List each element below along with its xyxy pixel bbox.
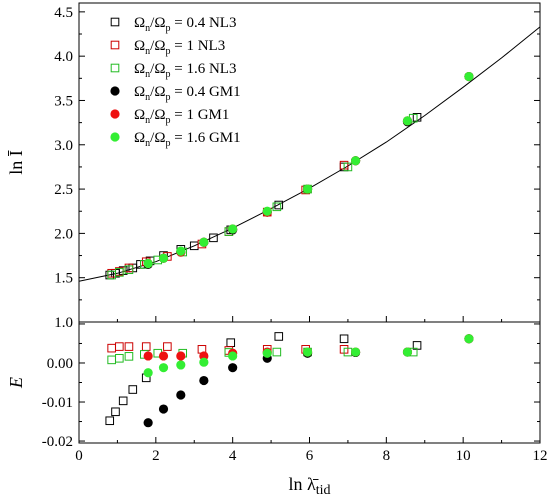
legend-entry: Ωn/Ωp = 0.4 GM1 — [134, 84, 241, 103]
legend-marker — [110, 86, 120, 96]
x-tick-label: 10 — [456, 448, 471, 464]
data-point — [107, 355, 116, 365]
legend: Ωn/Ωp = 0.4 NL3 Ωn/Ωp = 1 NL3 Ωn/Ωp = 1.6 … — [110, 15, 241, 149]
x-tick-label: 12 — [533, 448, 548, 464]
data-point — [199, 357, 209, 367]
data-point — [105, 416, 115, 426]
x-tick-label: 6 — [306, 448, 314, 464]
top-y-axis-label: ln Ī — [6, 150, 26, 175]
data-point — [199, 375, 209, 386]
data-point — [402, 347, 413, 357]
y-tick-label: 1.0 — [54, 315, 73, 331]
data-point — [343, 162, 353, 172]
data-point — [143, 258, 153, 269]
data-point — [143, 351, 153, 361]
data-point — [115, 268, 124, 277]
data-point — [115, 354, 124, 363]
data-point — [158, 253, 169, 263]
data-point — [176, 360, 186, 370]
data-point — [143, 368, 153, 378]
legend-marker — [110, 17, 120, 27]
data-point — [228, 224, 238, 234]
data-point — [118, 396, 128, 406]
data-point — [339, 334, 349, 344]
legend-marker — [110, 40, 120, 50]
bottom-y-axis-label: E — [6, 377, 26, 389]
data-point — [176, 351, 186, 361]
x-axis-label: ln λ̄tid — [288, 474, 330, 498]
top-panel-points — [78, 26, 541, 282]
y-tick-label: 0.00 — [47, 356, 73, 372]
y-tick-label: 1.5 — [54, 271, 73, 287]
fit-curve — [78, 26, 541, 282]
data-point — [272, 202, 282, 212]
data-point — [111, 407, 120, 417]
x-tick-label: 8 — [383, 448, 391, 464]
y-tick-label: 3.5 — [54, 93, 73, 109]
legend-entry: Ωn/Ωp = 1.6 NL3 — [134, 61, 236, 80]
legend-entry: Ωn/Ωp = 1.6 GM1 — [134, 130, 241, 149]
legend-entry: Ωn/Ωp = 0.4 NL3 — [134, 15, 236, 34]
data-point — [402, 116, 413, 126]
data-point — [464, 334, 474, 344]
data-point — [464, 71, 474, 82]
data-point — [163, 342, 172, 351]
data-point — [128, 385, 138, 394]
data-point — [124, 352, 134, 361]
data-point — [199, 237, 209, 247]
data-point — [262, 206, 272, 216]
axes: 0 2 4 6 8 10 12 1.0 1.5 2.0 2.5 3.0 3.5 4.0 4.5 -0.02 -0… — [6, 2, 548, 498]
y-tick-label: 2.0 — [54, 226, 73, 242]
x-tick-label: 2 — [152, 448, 160, 464]
legend-marker — [110, 109, 120, 119]
data-point — [351, 347, 361, 357]
x-tick-label: 4 — [229, 448, 237, 464]
y-tick-label: -0.01 — [42, 395, 73, 411]
legend-marker — [110, 63, 120, 73]
data-point — [228, 351, 238, 361]
data-point — [107, 343, 116, 353]
data-point — [158, 404, 169, 414]
bottom-panel-points — [105, 332, 474, 428]
legend-entry: Ωn/Ωp = 1 NL3 — [134, 38, 225, 57]
data-point — [209, 233, 218, 243]
data-point — [262, 348, 272, 358]
data-point — [274, 200, 284, 210]
y-tick-label: 4.0 — [54, 49, 73, 65]
data-point — [176, 390, 186, 400]
data-point — [143, 418, 153, 428]
data-point — [302, 347, 313, 357]
y-tick-label: 2.5 — [54, 182, 73, 198]
y-tick-label: 3.0 — [54, 138, 73, 154]
data-point — [302, 184, 313, 194]
data-point — [115, 342, 124, 351]
data-point — [124, 342, 134, 351]
data-point — [158, 351, 169, 361]
x-tick-label: 0 — [75, 448, 83, 464]
data-point — [158, 363, 169, 373]
data-point — [124, 265, 134, 275]
data-point — [351, 156, 361, 166]
legend-marker — [110, 132, 120, 142]
legend-entry: Ωn/Ωp = 1 GM1 — [134, 107, 229, 126]
data-point — [274, 332, 284, 341]
data-point — [141, 342, 151, 351]
y-tick-label: -0.02 — [42, 434, 73, 450]
y-tick-label: 4.5 — [54, 5, 73, 21]
data-point — [226, 338, 236, 347]
data-point — [272, 347, 282, 357]
data-point — [228, 363, 238, 373]
data-point — [176, 246, 186, 256]
